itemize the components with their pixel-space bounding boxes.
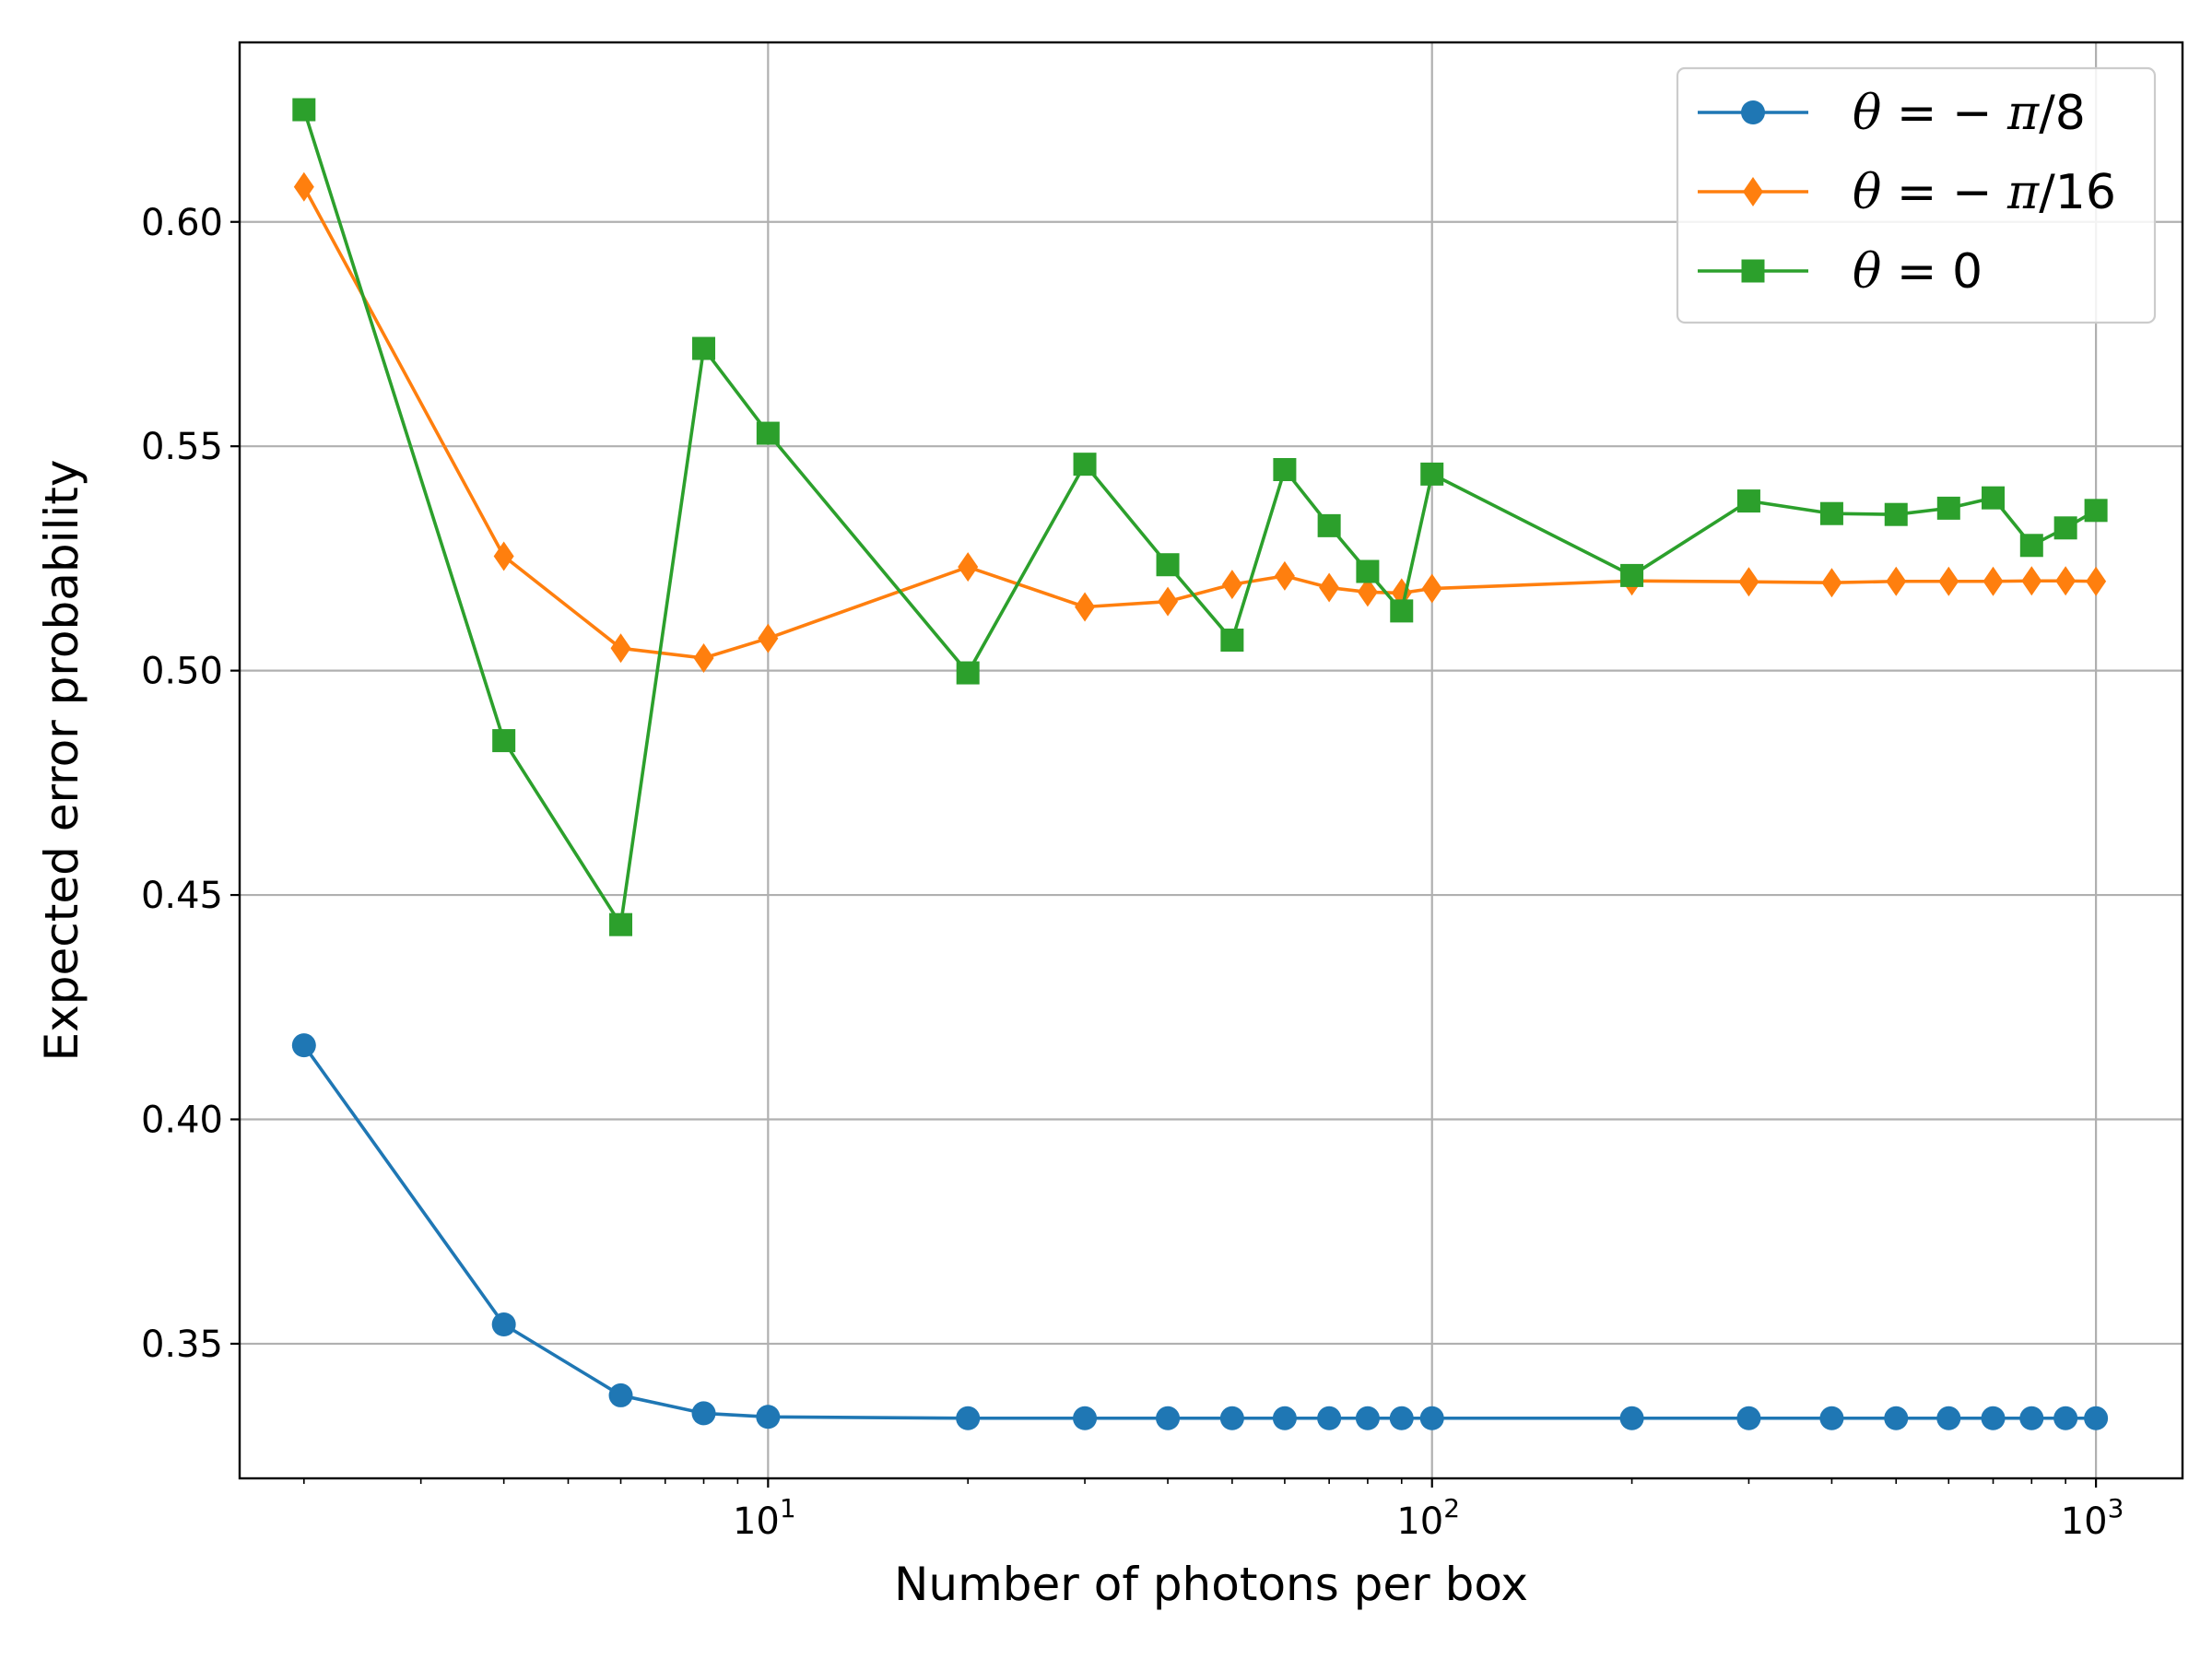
data-point xyxy=(2019,534,2043,558)
data-point xyxy=(1219,1406,1244,1430)
legend-marker xyxy=(1741,100,1765,124)
data-point xyxy=(1075,592,1096,622)
legend-marker xyxy=(1743,177,1763,206)
data-point xyxy=(1420,462,1444,486)
data-point xyxy=(2084,499,2108,523)
data-point xyxy=(1884,502,1908,526)
data-point xyxy=(1158,586,1179,617)
data-point xyxy=(2019,1406,2044,1430)
data-point xyxy=(2053,1406,2078,1430)
data-point xyxy=(1936,1406,1961,1430)
data-point xyxy=(1619,1406,1644,1430)
series-line xyxy=(302,1044,2097,1420)
data-point xyxy=(1317,1406,1342,1430)
data-point xyxy=(1317,513,1341,537)
data-point xyxy=(292,98,316,122)
plot-frame xyxy=(238,41,2184,1480)
data-point xyxy=(291,1033,316,1058)
axes: 0.35 0.40 0.45 0.50 0.55 0.60 101 102 103 xyxy=(141,202,2124,1543)
legend-box xyxy=(1676,66,2157,324)
data-point xyxy=(2086,566,2107,596)
data-point xyxy=(1390,599,1414,623)
legend: θ = − π/8 θ = − π/16 θ = 0 xyxy=(1676,66,2157,324)
data-point xyxy=(2053,516,2077,540)
data-point xyxy=(756,1405,781,1430)
data-point xyxy=(1982,486,2006,510)
data-point xyxy=(956,1406,981,1430)
data-point xyxy=(1389,1406,1414,1430)
data-point xyxy=(1421,573,1442,604)
data-point xyxy=(1736,1406,1761,1430)
data-point xyxy=(1156,553,1180,577)
legend-item: θ = − π/8 xyxy=(1698,86,2086,141)
legend-label: θ = − π/8 xyxy=(1853,86,2086,141)
data-point xyxy=(1156,1406,1181,1430)
data-point xyxy=(2055,566,2077,596)
y-tick-label: 0.40 xyxy=(141,1100,223,1142)
data-point xyxy=(1738,567,1759,597)
data-point xyxy=(1357,577,1378,607)
data-point xyxy=(1736,489,1760,513)
data-point xyxy=(693,642,714,673)
data-point xyxy=(1819,501,1843,525)
data-point xyxy=(756,421,780,445)
data-point xyxy=(1221,570,1242,600)
data-point xyxy=(1981,1406,2006,1430)
legend-label: θ = 0 xyxy=(1853,244,1983,300)
data-point xyxy=(1419,1406,1444,1430)
data-point xyxy=(1356,559,1380,583)
data-point xyxy=(608,1382,633,1407)
y-tick-label: 0.50 xyxy=(141,651,223,693)
y-tick-label: 0.35 xyxy=(141,1324,223,1366)
grid-lines xyxy=(240,42,2183,1478)
data-point xyxy=(758,623,779,653)
data-point xyxy=(1073,1406,1098,1430)
data-point xyxy=(609,912,633,936)
data-point xyxy=(692,336,716,360)
data-point xyxy=(1319,572,1340,603)
data-point xyxy=(1273,458,1297,482)
data-point xyxy=(1355,1406,1380,1430)
data-point xyxy=(493,541,514,571)
y-tick-label: 0.55 xyxy=(141,426,223,468)
x-tick-label: 101 xyxy=(733,1493,796,1543)
legend-label: θ = − π/16 xyxy=(1853,165,2116,220)
y-tick-label: 0.45 xyxy=(141,875,223,917)
data-point xyxy=(956,661,980,685)
data-point xyxy=(1886,566,1907,596)
legend-item: θ = − π/16 xyxy=(1698,165,2116,220)
data-point xyxy=(1936,496,1960,520)
plot-border xyxy=(238,41,2184,1480)
data-point xyxy=(1983,566,2004,596)
data-point xyxy=(691,1401,716,1426)
data-point xyxy=(491,1312,516,1337)
y-tick-label: 0.60 xyxy=(141,202,223,244)
data-point xyxy=(1073,453,1097,477)
series-3 xyxy=(292,98,2108,936)
data-point xyxy=(1620,563,1644,587)
data-point xyxy=(1938,566,1959,596)
data-point xyxy=(1220,629,1244,653)
y-axis-label: Expected error probability xyxy=(35,460,88,1062)
data-point xyxy=(1821,568,1842,598)
x-tick-label: 103 xyxy=(2061,1493,2124,1543)
data-point xyxy=(1274,560,1295,591)
series-1 xyxy=(291,1033,2109,1430)
x-axis-label: Number of photons per box xyxy=(894,1558,1528,1611)
data-point xyxy=(2084,1406,2109,1430)
series-group xyxy=(291,98,2109,1430)
legend-item: θ = 0 xyxy=(1698,244,1983,300)
x-tick-label: 102 xyxy=(1396,1493,1460,1543)
data-point xyxy=(1819,1406,1844,1430)
data-point xyxy=(492,729,516,753)
legend-marker xyxy=(1741,259,1765,283)
data-point xyxy=(1884,1406,1909,1430)
data-point xyxy=(293,171,314,202)
data-point xyxy=(958,552,979,582)
data-point xyxy=(610,633,631,664)
data-point xyxy=(1272,1406,1297,1430)
data-point xyxy=(2021,566,2042,596)
